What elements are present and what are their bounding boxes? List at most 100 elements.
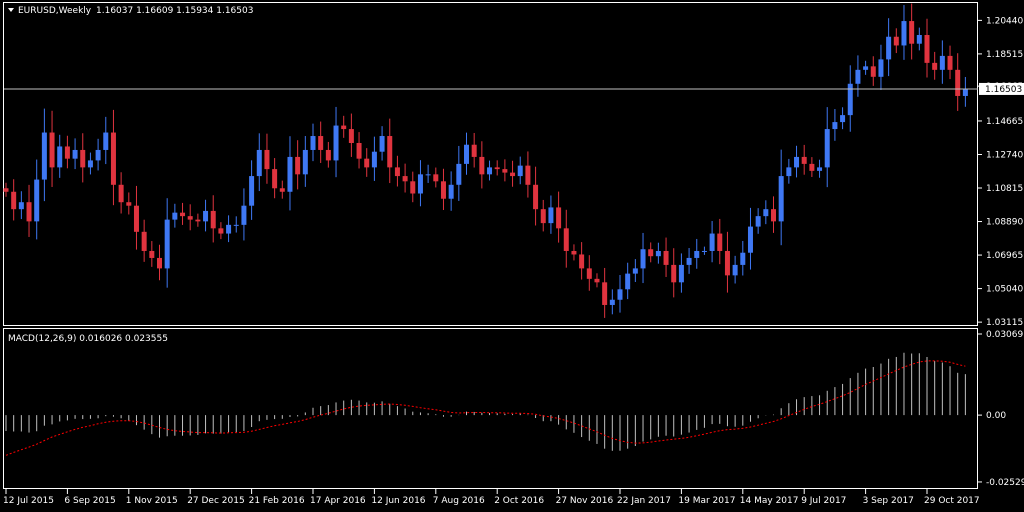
candle-body: [387, 136, 393, 168]
candle: [126, 192, 132, 215]
macd-panel[interactable]: MACD(12,26,9) 0.016026 0.023555 0.030690…: [3, 328, 1024, 489]
candle: [594, 273, 600, 288]
price-panel-border: [3, 2, 978, 326]
candle: [724, 231, 730, 293]
candle: [264, 133, 270, 184]
current-price-label: 1.16503: [985, 85, 1022, 95]
candle: [471, 132, 477, 168]
candle: [863, 60, 869, 75]
time-tick-label: 9 Jul 2017: [801, 496, 846, 506]
time-tick-label: 17 Apr 2016: [310, 496, 366, 506]
time-tick-label: 7 Aug 2016: [433, 496, 485, 506]
candle: [448, 171, 454, 211]
price-tick-label: 1.06965: [986, 251, 1023, 261]
time-tick-label: 19 Mar 2017: [678, 496, 735, 506]
candle: [701, 246, 707, 255]
candle-body: [49, 132, 55, 168]
candle: [49, 110, 55, 187]
candle: [402, 163, 408, 193]
candle-body: [72, 149, 78, 159]
candle: [310, 123, 316, 162]
candle-body: [157, 257, 162, 269]
candle: [533, 166, 539, 226]
candle: [241, 188, 247, 241]
candle: [279, 180, 285, 199]
candle-body: [886, 36, 892, 60]
time-tick-label: 29 Oct 2017: [924, 496, 980, 506]
candle-body: [747, 226, 753, 253]
candle-body: [901, 21, 907, 46]
candle: [302, 136, 308, 187]
candle: [640, 232, 646, 284]
candle: [218, 222, 224, 240]
candle: [287, 136, 293, 211]
candle: [655, 242, 661, 264]
price-tick-label: 1.12740: [986, 150, 1023, 160]
candle-body: [180, 212, 186, 217]
candle: [870, 56, 876, 86]
candle: [663, 237, 669, 277]
candle-body: [364, 158, 370, 168]
candle-body: [410, 181, 416, 194]
candle-body: [855, 69, 861, 84]
candle-body: [801, 156, 807, 164]
macd-title: MACD(12,26,9) 0.016026 0.023555: [8, 334, 168, 344]
candle: [394, 155, 400, 187]
candle-body: [540, 209, 546, 224]
candle: [556, 191, 562, 243]
dropdown-triangle-icon[interactable]: [8, 8, 14, 12]
candle-body: [203, 210, 209, 222]
candle-body: [464, 144, 469, 164]
candle: [18, 191, 24, 220]
candle-body: [287, 156, 293, 192]
candle: [602, 267, 608, 318]
candle-body: [617, 289, 623, 300]
price-panel[interactable]: 1.204401.185151.166651.146651.127401.108…: [3, 2, 1024, 329]
candle-body: [187, 216, 193, 220]
candle: [57, 134, 63, 178]
candle-body: [341, 125, 347, 130]
candle-body: [325, 149, 331, 161]
candle: [924, 18, 930, 78]
candle-body: [663, 250, 669, 265]
candle-body: [318, 136, 324, 150]
candle-body: [755, 216, 761, 227]
candle: [579, 242, 585, 280]
macd-tick-label: -0.02529: [986, 478, 1024, 488]
candle: [947, 45, 953, 80]
candle: [916, 27, 922, 51]
candle-body: [34, 179, 40, 222]
candle: [479, 141, 485, 189]
candle: [717, 218, 723, 265]
candle: [886, 18, 892, 77]
candle: [11, 179, 17, 221]
candle-body: [609, 299, 615, 305]
time-tick-label: 21 Feb 2016: [249, 496, 305, 506]
candle-body: [686, 257, 692, 265]
candle-body: [701, 250, 707, 252]
candle: [625, 262, 631, 300]
candle-body: [640, 249, 646, 269]
candle-body: [425, 174, 431, 176]
candle: [617, 275, 623, 313]
candle-body: [371, 151, 377, 168]
candle-body: [786, 167, 792, 177]
candle-body: [379, 136, 385, 152]
candle: [103, 116, 109, 165]
candle: [771, 196, 776, 233]
time-tick-label: 27 Dec 2015: [187, 496, 245, 506]
time-tick-label: 22 Jan 2017: [617, 496, 671, 506]
candle-body: [939, 55, 945, 70]
candle: [740, 240, 746, 276]
candle: [410, 171, 416, 203]
candle: [256, 133, 262, 192]
candle: [540, 199, 546, 232]
candle: [26, 184, 32, 237]
candle: [847, 65, 853, 132]
candle-body: [402, 176, 408, 182]
candle: [809, 157, 815, 177]
candle-body: [863, 66, 869, 70]
time-tick-label: 1 Nov 2015: [126, 496, 178, 506]
